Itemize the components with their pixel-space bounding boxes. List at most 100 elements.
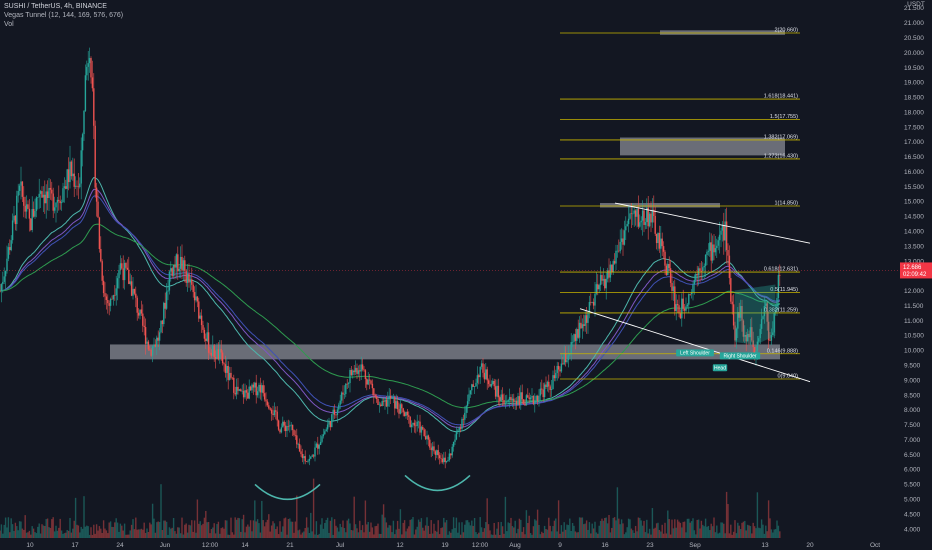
candle-body [312,455,315,457]
volume-bar [338,531,340,538]
candle-body [597,284,599,290]
time-axis-panel [0,538,932,550]
volume-bar [381,514,383,538]
candle-body [459,427,462,429]
volume-bar [254,500,256,538]
candle-body [496,385,498,397]
candle-body [591,301,593,303]
candle-body [557,365,560,370]
volume-bar [32,528,35,538]
volume-bar [752,522,754,538]
y-tick-label: 17.500 [904,124,924,131]
volume-bar [487,524,490,538]
volume-bar [763,533,766,538]
candle-body [632,213,634,215]
volume-bar [682,521,684,538]
volume-bar [727,504,729,538]
candle-body [699,268,701,271]
volume-bar [59,518,61,538]
candle-body [52,193,54,211]
candle-body [482,363,484,373]
volume-bar [104,528,106,538]
volume-label[interactable]: Vol [4,21,14,28]
volume-bar [664,522,666,538]
volume-bar [256,519,259,538]
candle-body [191,279,193,285]
volume-bar [310,512,312,538]
candle-body [370,380,372,384]
volume-bar [721,522,724,538]
candle-body [443,457,445,463]
candle-body [508,397,511,401]
candle-body [492,380,494,385]
candle-body [11,220,14,241]
volume-bar [566,524,568,538]
candle-body [605,278,607,289]
volume-bar [562,531,564,538]
y-tick-label: 14.000 [904,229,924,236]
volume-bar [296,495,298,538]
volume-bar [331,517,333,538]
candle-body [520,392,522,405]
volume-bar [436,531,438,538]
ema-line-purple [0,188,781,428]
candle-body [664,251,666,266]
volume-bar [9,532,11,538]
volume-bar [580,517,582,538]
volume-bar [142,529,144,538]
candle-body [447,460,449,462]
candle-body [119,263,122,271]
candle-body [354,367,357,373]
volume-bar [105,530,108,538]
candle-body [504,402,507,405]
volume-bar [598,525,600,538]
pattern-label-box [719,352,761,360]
candle-body [765,303,767,306]
volume-bar [559,533,561,538]
candle-body [437,450,439,456]
volume-bar [67,530,70,538]
candle-body [375,396,378,400]
volume-bar [762,524,764,538]
volume-bar [130,524,133,538]
volume-bar [195,532,197,538]
candle-body [58,199,60,202]
indicator-label[interactable]: Vegas Tunnel (12, 144, 169, 576, 676) [4,12,124,19]
volume-bar [115,518,117,538]
volume-bar [693,530,696,538]
volume-bar [312,478,315,538]
symbol-title[interactable]: SUSHI / TetherUS, 4h, BINANCE [4,3,107,10]
y-tick-label: 20.000 [904,50,924,57]
candle-body [336,409,339,416]
support-resistance-zone [660,30,785,35]
volume-bar [333,519,336,538]
candle-body [737,312,739,329]
candle-body [0,284,3,292]
volume-bar [290,521,292,538]
candle-body [574,334,577,341]
volume-bar [595,532,598,538]
volume-bar [161,529,164,538]
volume-bar [156,522,158,538]
candle-body [671,282,673,291]
volume-bar [380,533,382,538]
candle-body [674,286,676,312]
candle-body [639,222,641,227]
candle-body [744,334,746,337]
candle-body [114,295,116,296]
volume-bar [672,528,675,538]
candle-body [772,332,774,336]
volume-bar [363,532,365,538]
candle-body [280,427,283,433]
volume-bar [177,527,179,538]
volume-bar [87,526,89,538]
volume-bar [248,526,250,538]
volume-bar [58,527,60,538]
volume-bar [228,534,231,538]
candle-body [347,382,350,384]
candle-body [195,296,197,301]
volume-bar [402,522,404,538]
candle-body [98,217,101,249]
volume-bar [276,526,278,538]
